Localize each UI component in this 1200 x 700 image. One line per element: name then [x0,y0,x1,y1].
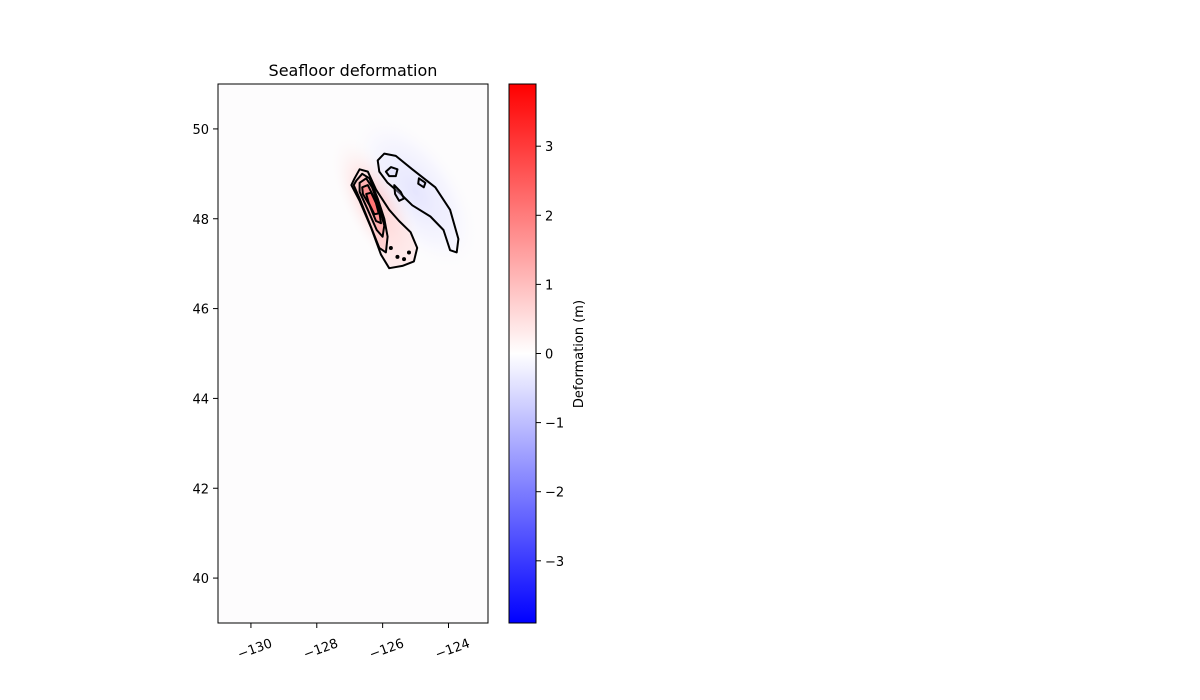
contour-blob [388,245,393,250]
subsidence-zone [348,109,483,275]
colorbar-tick-label: 0 [545,348,553,363]
colorbar: −3 −2 −1 0 1 2 3 Deformation (m) [508,83,587,624]
contour-blob [406,250,411,255]
y-tick-label: 48 [192,213,209,228]
y-tick-label: 40 [192,572,209,587]
contour-line [417,177,427,189]
plot-area [217,83,489,624]
colorbar-tick-label: 2 [545,209,553,224]
x-tick-label: −130 [236,636,275,662]
contour-lines [350,152,460,270]
plot-frame [217,83,489,624]
colorbar-ticks: −3 −2 −1 0 1 2 3 [536,140,564,570]
colorbar-tick-label: −3 [545,555,564,570]
x-tick-label: −124 [433,636,472,662]
colorbar-tick-label: −1 [545,417,564,432]
colorbar-tick-label: −2 [545,486,564,501]
colorbar-label: Deformation (m) [572,300,587,408]
colorbar-tick-label: 3 [545,140,553,155]
x-axis: −130 −128 −126 −124 [236,623,472,663]
x-tick-label: −128 [302,636,341,662]
contour-line [384,166,399,178]
y-tick-label: 42 [192,482,209,497]
colorbar-gradient [509,84,536,623]
contour-line [393,184,405,202]
contour-line [365,191,380,216]
x-tick-label: −126 [367,636,406,662]
contour-blob [395,254,400,259]
colorbar-tick-label: 1 [545,278,553,293]
y-tick-label: 44 [192,392,209,407]
y-axis: 40 42 44 46 48 50 [192,123,218,587]
y-tick-label: 46 [192,303,209,318]
chart-title: Seafloor deformation [269,61,438,80]
y-tick-label: 50 [192,123,209,138]
contour-blob [402,257,407,262]
